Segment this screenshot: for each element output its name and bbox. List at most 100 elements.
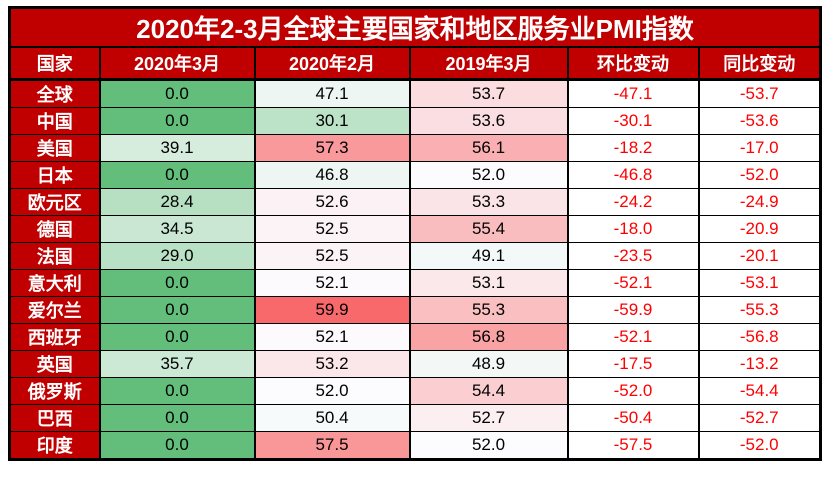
change-value-cell: -53.6 bbox=[697, 107, 822, 135]
title-row: 2020年2-3月全球主要国家和地区服务业PMI指数 bbox=[8, 6, 822, 48]
pmi-value-cell: 50.4 bbox=[253, 404, 411, 432]
change-value-cell: -55.3 bbox=[697, 296, 822, 324]
table-row: 爱尔兰 0.0 59.9 55.3 -59.9 -55.3 bbox=[8, 296, 822, 324]
column-header-mar-2019: 2019年3月 bbox=[408, 46, 569, 81]
pmi-value-cell: 52.0 bbox=[408, 161, 569, 189]
change-value-cell: -59.9 bbox=[566, 296, 700, 324]
country-cell: 西班牙 bbox=[8, 323, 101, 351]
pmi-value-cell: 53.3 bbox=[408, 188, 569, 216]
table-row: 中国 0.0 30.1 53.6 -30.1 -53.6 bbox=[8, 107, 822, 135]
pmi-value-cell: 53.7 bbox=[408, 79, 569, 108]
change-value-cell: -52.1 bbox=[566, 323, 700, 351]
change-value-cell: -13.2 bbox=[697, 350, 822, 378]
pmi-data-table: 2020年2-3月全球主要国家和地区服务业PMI指数 国家 2020年3月 20… bbox=[8, 6, 822, 461]
table-row: 欧元区 28.4 52.6 53.3 -24.2 -24.9 bbox=[8, 188, 822, 216]
pmi-table: 2020年2-3月全球主要国家和地区服务业PMI指数 国家 2020年3月 20… bbox=[8, 6, 822, 461]
pmi-value-cell: 0.0 bbox=[98, 296, 256, 324]
pmi-value-cell: 0.0 bbox=[98, 404, 256, 432]
country-cell: 意大利 bbox=[8, 269, 101, 297]
pmi-value-cell: 56.1 bbox=[408, 134, 569, 162]
table-row: 全球 0.0 47.1 53.7 -47.1 -53.7 bbox=[8, 79, 822, 108]
pmi-value-cell: 39.1 bbox=[98, 134, 256, 162]
column-header-feb-2020: 2020年2月 bbox=[253, 46, 411, 81]
table-row: 德国 34.5 52.5 55.4 -18.0 -20.9 bbox=[8, 215, 822, 243]
pmi-value-cell: 55.4 bbox=[408, 215, 569, 243]
pmi-value-cell: 30.1 bbox=[253, 107, 411, 135]
change-value-cell: -56.8 bbox=[697, 323, 822, 351]
pmi-value-cell: 52.6 bbox=[253, 188, 411, 216]
change-value-cell: -24.2 bbox=[566, 188, 700, 216]
change-value-cell: -24.9 bbox=[697, 188, 822, 216]
table-row: 意大利 0.0 52.1 53.1 -52.1 -53.1 bbox=[8, 269, 822, 297]
country-cell: 法国 bbox=[8, 242, 101, 270]
change-value-cell: -17.5 bbox=[566, 350, 700, 378]
pmi-value-cell: 55.3 bbox=[408, 296, 569, 324]
change-value-cell: -53.7 bbox=[697, 79, 822, 108]
table-row: 巴西 0.0 50.4 52.7 -50.4 -52.7 bbox=[8, 404, 822, 432]
pmi-value-cell: 52.0 bbox=[253, 377, 411, 405]
pmi-value-cell: 0.0 bbox=[98, 269, 256, 297]
table-row: 英国 35.7 53.2 48.9 -17.5 -13.2 bbox=[8, 350, 822, 378]
change-value-cell: -47.1 bbox=[566, 79, 700, 108]
pmi-value-cell: 29.0 bbox=[98, 242, 256, 270]
pmi-value-cell: 52.5 bbox=[253, 242, 411, 270]
pmi-value-cell: 0.0 bbox=[98, 107, 256, 135]
change-value-cell: -20.9 bbox=[697, 215, 822, 243]
pmi-value-cell: 53.6 bbox=[408, 107, 569, 135]
change-value-cell: -23.5 bbox=[566, 242, 700, 270]
change-value-cell: -52.0 bbox=[566, 377, 700, 405]
pmi-value-cell: 52.0 bbox=[408, 431, 569, 460]
pmi-value-cell: 0.0 bbox=[98, 431, 256, 460]
country-cell: 欧元区 bbox=[8, 188, 101, 216]
column-header-country: 国家 bbox=[8, 46, 101, 81]
country-cell: 德国 bbox=[8, 215, 101, 243]
header-row: 国家 2020年3月 2020年2月 2019年3月 环比变动 同比变动 bbox=[8, 46, 822, 81]
pmi-value-cell: 47.1 bbox=[253, 79, 411, 108]
country-cell: 中国 bbox=[8, 107, 101, 135]
change-value-cell: -46.8 bbox=[566, 161, 700, 189]
pmi-value-cell: 0.0 bbox=[98, 161, 256, 189]
change-value-cell: -52.7 bbox=[697, 404, 822, 432]
change-value-cell: -52.0 bbox=[697, 161, 822, 189]
country-cell: 俄罗斯 bbox=[8, 377, 101, 405]
pmi-value-cell: 53.1 bbox=[408, 269, 569, 297]
column-header-yoy-change: 同比变动 bbox=[697, 46, 822, 81]
table-row: 西班牙 0.0 52.1 56.8 -52.1 -56.8 bbox=[8, 323, 822, 351]
table-body: 全球 0.0 47.1 53.7 -47.1 -53.7 中国 0.0 30.1 53.6 -30.… bbox=[8, 79, 822, 460]
pmi-value-cell: 0.0 bbox=[98, 323, 256, 351]
table-row: 印度 0.0 57.5 52.0 -57.5 -52.0 bbox=[8, 431, 822, 460]
pmi-value-cell: 49.1 bbox=[408, 242, 569, 270]
change-value-cell: -20.1 bbox=[697, 242, 822, 270]
table-row: 俄罗斯 0.0 52.0 54.4 -52.0 -54.4 bbox=[8, 377, 822, 405]
country-cell: 日本 bbox=[8, 161, 101, 189]
column-header-mar-2020: 2020年3月 bbox=[98, 46, 256, 81]
pmi-value-cell: 34.5 bbox=[98, 215, 256, 243]
pmi-value-cell: 0.0 bbox=[98, 79, 256, 108]
country-cell: 巴西 bbox=[8, 404, 101, 432]
country-cell: 全球 bbox=[8, 79, 101, 108]
pmi-value-cell: 52.7 bbox=[408, 404, 569, 432]
country-cell: 美国 bbox=[8, 134, 101, 162]
change-value-cell: -50.4 bbox=[566, 404, 700, 432]
column-header-mom-change: 环比变动 bbox=[566, 46, 700, 81]
pmi-value-cell: 52.1 bbox=[253, 323, 411, 351]
pmi-value-cell: 56.8 bbox=[408, 323, 569, 351]
pmi-value-cell: 0.0 bbox=[98, 377, 256, 405]
pmi-value-cell: 52.5 bbox=[253, 215, 411, 243]
pmi-value-cell: 35.7 bbox=[98, 350, 256, 378]
table-row: 日本 0.0 46.8 52.0 -46.8 -52.0 bbox=[8, 161, 822, 189]
change-value-cell: -18.2 bbox=[566, 134, 700, 162]
pmi-value-cell: 57.5 bbox=[253, 431, 411, 460]
table-row: 美国 39.1 57.3 56.1 -18.2 -17.0 bbox=[8, 134, 822, 162]
change-value-cell: -30.1 bbox=[566, 107, 700, 135]
table-row: 法国 29.0 52.5 49.1 -23.5 -20.1 bbox=[8, 242, 822, 270]
change-value-cell: -57.5 bbox=[566, 431, 700, 460]
change-value-cell: -53.1 bbox=[697, 269, 822, 297]
country-cell: 英国 bbox=[8, 350, 101, 378]
pmi-value-cell: 54.4 bbox=[408, 377, 569, 405]
change-value-cell: -54.4 bbox=[697, 377, 822, 405]
table-title: 2020年2-3月全球主要国家和地区服务业PMI指数 bbox=[8, 6, 822, 48]
pmi-value-cell: 53.2 bbox=[253, 350, 411, 378]
pmi-value-cell: 57.3 bbox=[253, 134, 411, 162]
change-value-cell: -52.0 bbox=[697, 431, 822, 460]
